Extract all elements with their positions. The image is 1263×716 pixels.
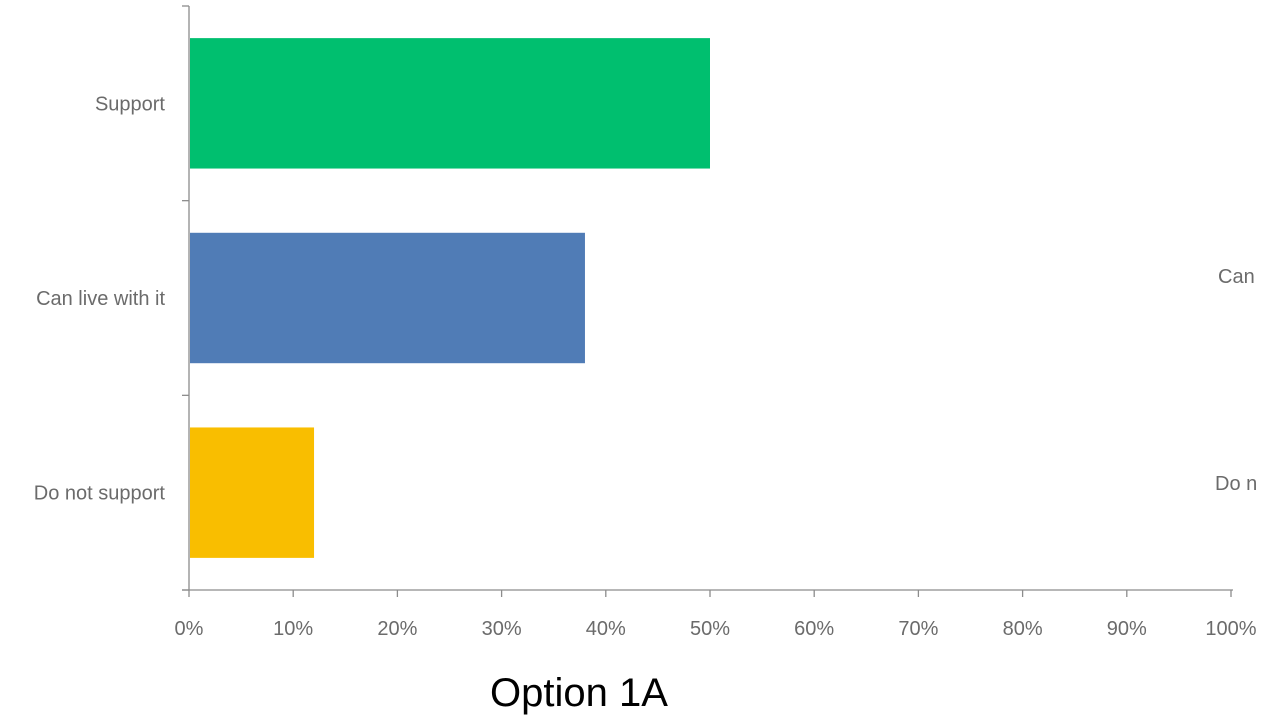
category-label-do-not-support: Do not support bbox=[34, 483, 166, 505]
chart-title: Option 1A bbox=[490, 671, 668, 715]
bars-group bbox=[190, 38, 710, 558]
x-tick-label: 90% bbox=[1107, 618, 1147, 640]
x-tick-label: 100% bbox=[1205, 618, 1256, 640]
ticks-group bbox=[182, 5, 1232, 597]
x-tick-label: 20% bbox=[377, 618, 417, 640]
labels-group: Support Can live with it Do not support 0% 1… bbox=[34, 93, 1257, 640]
x-tick-label: 30% bbox=[482, 618, 522, 640]
clipped-label-can-live: Can bbox=[1218, 266, 1255, 288]
x-tick-label: 70% bbox=[898, 618, 938, 640]
bar-do-not-support bbox=[190, 427, 315, 558]
category-label-support: Support bbox=[95, 93, 165, 115]
bar-support bbox=[190, 38, 710, 169]
bar-can-live-with-it bbox=[190, 232, 585, 364]
x-tick-label: 60% bbox=[794, 618, 834, 640]
category-label-can-live-with-it: Can live with it bbox=[36, 288, 165, 310]
clipped-label-do-not: Do n bbox=[1215, 473, 1257, 495]
axes-group bbox=[182, 6, 1233, 591]
x-tick-label: 80% bbox=[1003, 618, 1043, 640]
x-tick-label: 50% bbox=[690, 618, 730, 640]
x-tick-label: 0% bbox=[175, 618, 204, 640]
x-tick-label: 40% bbox=[586, 618, 626, 640]
x-tick-label: 10% bbox=[273, 618, 313, 640]
